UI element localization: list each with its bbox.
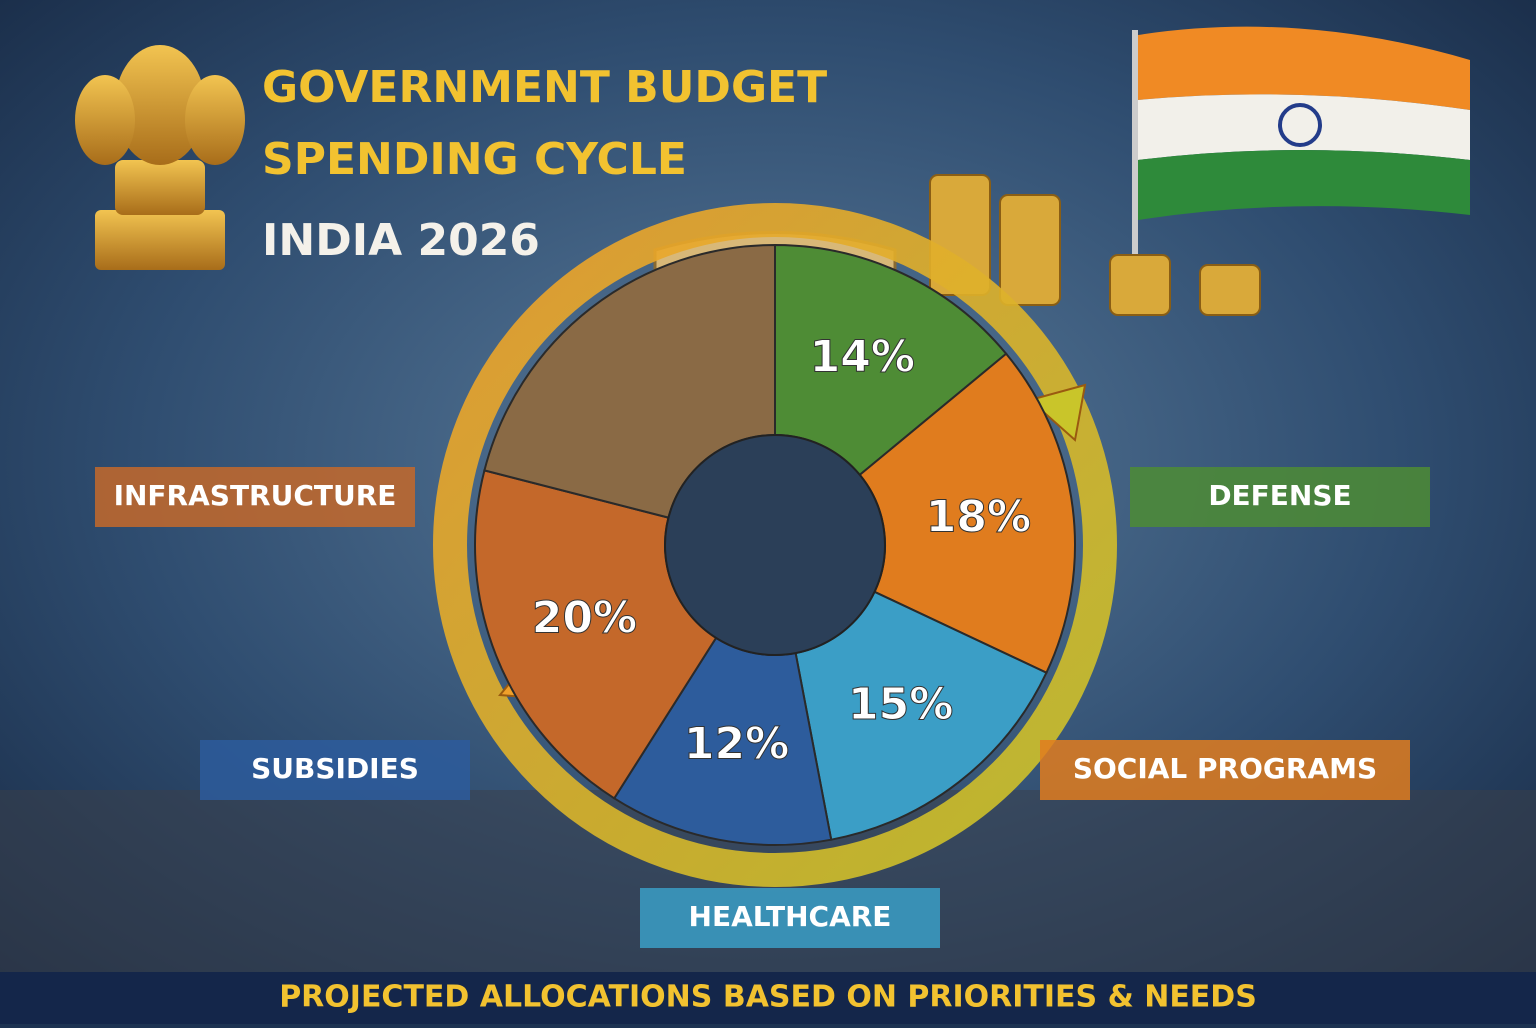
title-line: GOVERNMENT BUDGET	[262, 62, 827, 113]
category-banner	[200, 740, 470, 800]
subtitle: INDIA 2026	[262, 215, 540, 266]
title-line: SPENDING CYCLE	[262, 134, 687, 185]
value-label: 20%	[532, 592, 637, 643]
donut	[474, 243, 1076, 846]
caption: PROJECTED ALLOCATIONS BASED ON PRIORITIE…	[279, 980, 1257, 1015]
category-banner	[1040, 740, 1410, 800]
category-label: HEALTHCARE	[689, 900, 892, 933]
flag	[1132, 26, 1470, 270]
value-label: 15%	[848, 679, 953, 730]
category-label: SUBSIDIES	[251, 752, 419, 785]
donut-hole	[664, 434, 886, 656]
value-label: 18%	[926, 491, 1031, 542]
emblem	[75, 45, 245, 270]
category-banner	[95, 467, 415, 527]
category-label: INFRASTRUCTURE	[114, 479, 397, 512]
value-label: 14%	[810, 332, 915, 383]
caption-band	[0, 972, 1536, 1024]
value-label: 12%	[684, 718, 789, 769]
category-label: DEFENSE	[1208, 479, 1351, 512]
category-banner	[1130, 467, 1430, 527]
category-banner	[640, 888, 940, 948]
cycle-ring	[433, 203, 1117, 887]
category-label: SOCIAL PROGRAMS	[1073, 752, 1377, 785]
